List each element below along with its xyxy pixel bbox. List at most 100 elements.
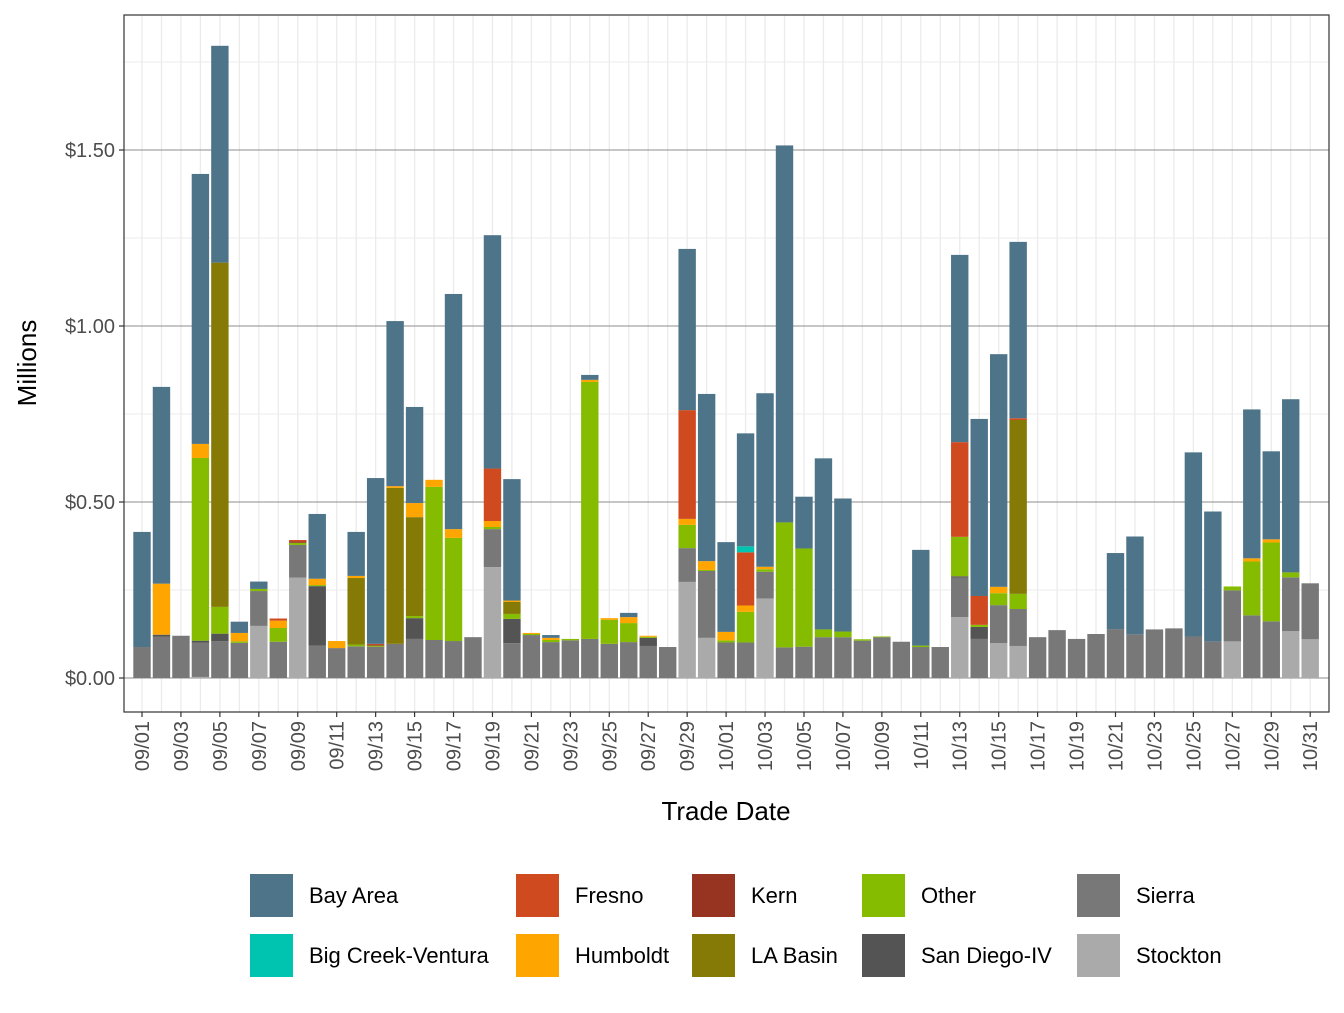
bar-segment-sierra (328, 648, 346, 678)
bar-segment-fresno (736, 552, 755, 606)
legend-label: Fresno (575, 883, 643, 908)
x-tick-label: 09/15 (405, 721, 427, 771)
bar-segment-big-creek-ventura (736, 546, 755, 553)
bar-segment-sierra (250, 591, 268, 626)
bar-stack-09-16 (425, 479, 443, 678)
bar-stack-09-24 (581, 374, 599, 678)
bar-segment-sierra (172, 635, 190, 678)
bar-stack-10-09 (873, 636, 891, 678)
bar-segment-bay-area (1106, 553, 1125, 630)
bar-segment-bay-area (970, 418, 988, 596)
bar-segment-san-diego-iv (211, 633, 229, 642)
legend-key (862, 934, 905, 977)
bar-segment-other (542, 639, 560, 643)
bar-segment-sierra (620, 642, 638, 678)
bar-segment-la-basin (211, 262, 229, 607)
bar-segment-humboldt (600, 618, 618, 620)
bar-segment-sierra (1262, 621, 1280, 678)
bar-segment-san-diego-iv (970, 626, 988, 639)
bar-segment-humboldt (678, 518, 696, 525)
bar-segment-kern (366, 644, 385, 646)
bar-segment-sierra (1282, 577, 1300, 632)
bar-segment-bay-area (756, 393, 774, 567)
bar-segment-sierra (697, 570, 716, 638)
bar-segment-other (405, 616, 424, 619)
bar-stack-09-05 (211, 45, 229, 678)
bar-stack-10-25 (1184, 452, 1203, 678)
x-tick-label: 10/15 (989, 721, 1011, 771)
bar-stack-10-19 (1067, 638, 1086, 678)
bar-stack-10-15 (989, 354, 1008, 678)
bar-segment-sierra (834, 637, 852, 678)
x-tick-label: 09/23 (560, 721, 582, 771)
bar-segment-humboldt (347, 575, 365, 579)
y-tick-label: $0.50 (65, 492, 115, 514)
bar-stack-10-05 (795, 496, 813, 678)
bar-segment-sierra (581, 638, 599, 678)
bar-stack-09-13 (366, 478, 385, 678)
bar-segment-sierra (269, 641, 287, 678)
bar-segment-bay-area (989, 354, 1008, 587)
bar-segment-stockton (250, 625, 268, 678)
legend-item-san-diego-iv: San Diego-IV (862, 934, 1052, 977)
legend-key (1077, 934, 1120, 977)
bar-segment-sierra (133, 647, 151, 678)
y-axis: $0.00 $0.50 $1.00 $1.50 (65, 140, 124, 690)
bar-segment-san-diego-iv (639, 637, 657, 646)
bar-segment-sierra (1067, 638, 1086, 678)
bar-segment-other (366, 645, 385, 647)
bar-stack-09-19 (483, 235, 502, 678)
bar-segment-humboldt (328, 641, 346, 649)
bar-stack-10-24 (1165, 628, 1183, 678)
legend-key (862, 874, 905, 917)
bar-stack-10-21 (1106, 553, 1125, 678)
bar-segment-other (970, 624, 988, 627)
bar-segment-sierra (931, 647, 949, 678)
bar-segment-humboldt (386, 486, 404, 488)
bar-segment-sierra (425, 639, 443, 678)
bar-segment-bay-area (483, 235, 502, 469)
bar-segment-other (795, 548, 813, 647)
x-tick-label: 09/11 (327, 721, 349, 770)
bar-segment-sierra (873, 637, 891, 678)
bar-segment-humboldt (736, 605, 755, 612)
bar-segment-bay-area (386, 321, 404, 487)
bars (133, 45, 1319, 678)
x-tick-label: 09/01 (132, 721, 154, 771)
bar-segment-bay-area (736, 433, 755, 547)
bar-stack-10-22 (1126, 536, 1144, 678)
x-tick-label: 09/17 (444, 721, 466, 771)
bar-segment-other (814, 629, 833, 638)
bar-segment-bay-area (814, 458, 833, 630)
bar-segment-other (989, 593, 1008, 606)
bar-stack-09-23 (561, 638, 580, 678)
bar-stack-09-04 (191, 173, 210, 678)
bar-segment-other (191, 458, 210, 641)
x-tick-label: 10/13 (950, 721, 972, 771)
bar-segment-other (853, 639, 872, 641)
bar-stack-10-06 (814, 458, 833, 678)
x-tick-label: 09/05 (210, 721, 232, 771)
bar-segment-bay-area (1009, 241, 1027, 419)
bar-segment-bay-area (1262, 451, 1280, 540)
bar-segment-sierra (639, 645, 657, 678)
bar-segment-humboldt (152, 583, 171, 635)
legend-item-big-creek-ventura: Big Creek-Ventura (250, 934, 490, 977)
bar-segment-other (1282, 572, 1300, 578)
bar-stack-09-11 (328, 641, 346, 678)
bar-segment-other (561, 638, 580, 641)
bar-segment-other (697, 569, 716, 571)
x-tick-label: 10/25 (1183, 721, 1205, 771)
bar-stack-10-20 (1087, 634, 1105, 678)
bar-segment-sierra (756, 571, 774, 599)
bar-stack-09-07 (250, 581, 268, 678)
bar-segment-bay-area (444, 293, 463, 530)
x-tick-label: 10/07 (833, 721, 855, 771)
bar-segment-bay-area (308, 513, 326, 579)
x-tick-label: 10/01 (716, 721, 738, 771)
bar-segment-sierra (775, 647, 794, 678)
bar-segment-sierra (347, 646, 365, 678)
bar-segment-fresno (269, 618, 287, 621)
bar-stack-09-27 (639, 635, 657, 678)
x-tick-label: 10/11 (911, 721, 933, 770)
